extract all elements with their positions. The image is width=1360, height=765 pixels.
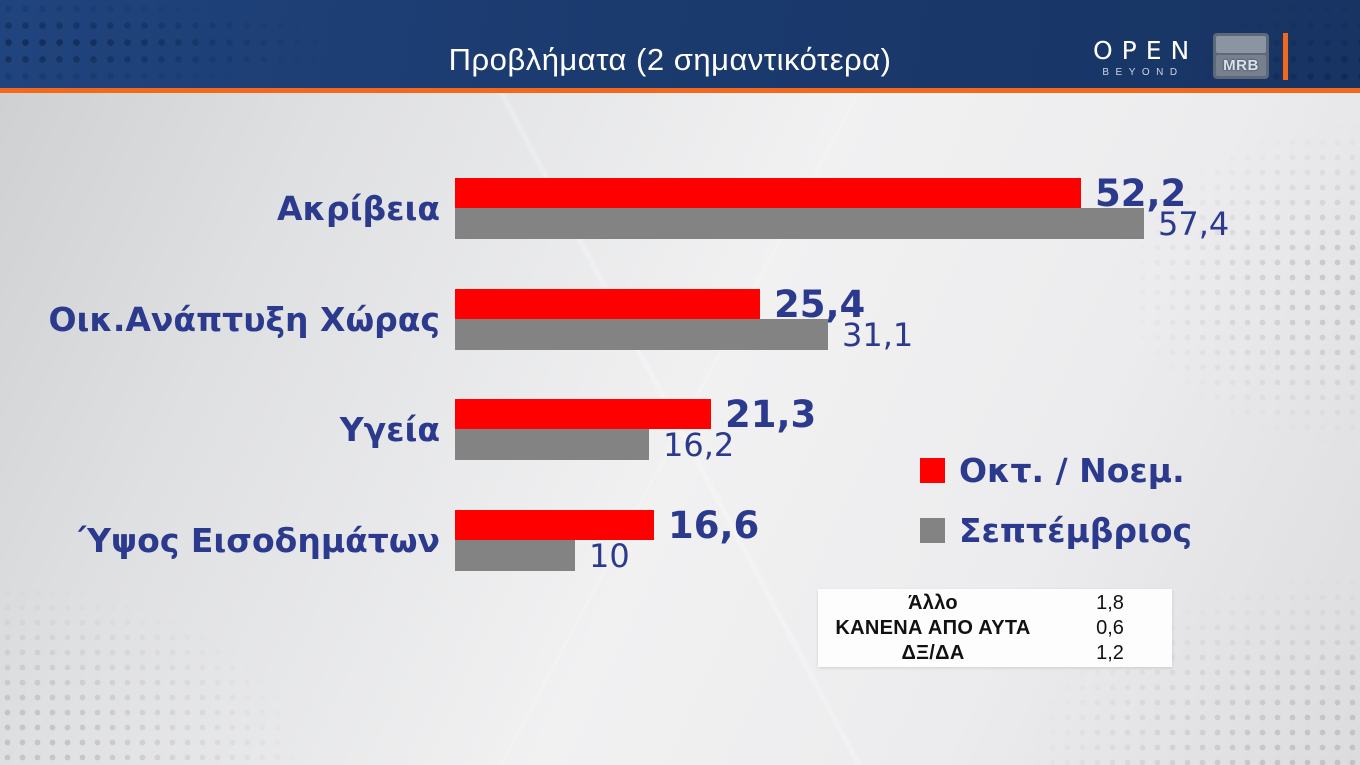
page-title: Προβλήματα (2 σημαντικότερα) — [448, 42, 892, 77]
bar-line-oct-nov: 25,4 — [455, 283, 913, 326]
table-row: ΚΑΝΕΝΑ ΑΠΟ ΑΥΤΑ 0,6 — [818, 616, 1172, 641]
legend-label: Οκτ. / Νοεμ. — [959, 450, 1185, 490]
open-logo-text: OPEN — [1093, 36, 1199, 65]
red-square-icon — [920, 457, 945, 483]
bar-line-september: 31,1 — [455, 316, 913, 354]
legend-item-september: Σεπτέμβριος — [920, 508, 1192, 552]
gray-square-icon — [920, 517, 945, 543]
value-label-oct-nov: 52,2 — [1095, 171, 1187, 215]
bar-september — [455, 429, 649, 460]
bar-group: 52,2 57,4 — [455, 172, 1229, 243]
legend-item-oct-nov: Οκτ. / Νοεμ. — [920, 448, 1192, 492]
value-label-september: 10 — [589, 536, 630, 575]
category-label: Ακρίβεια — [277, 189, 440, 228]
beyond-logo-text: BEYOND — [1102, 67, 1184, 78]
bar-september — [455, 540, 575, 571]
value-label-oct-nov: 16,6 — [668, 503, 760, 547]
value-label-oct-nov: 25,4 — [774, 282, 866, 326]
bar-oct-nov — [455, 178, 1081, 208]
bar-september — [455, 208, 1144, 239]
chart-row-ygeia: Υγεία 21,3 16,2 — [0, 393, 1360, 464]
table-row: ΔΞ/ΔΑ 1,2 — [818, 641, 1172, 666]
legend-label: Σεπτέμβριος — [959, 510, 1193, 550]
table-row-value: 0,6 — [1096, 616, 1124, 639]
table-row: Άλλο 1,8 — [818, 591, 1172, 616]
bar-line-oct-nov: 21,3 — [455, 393, 816, 436]
bar-line-oct-nov: 52,2 — [455, 172, 1229, 215]
bar-group: 21,3 16,2 — [455, 393, 816, 464]
bar-line-oct-nov: 16,6 — [455, 504, 759, 547]
category-label: Οικ.Ανάπτυξη Χώρας — [48, 300, 441, 339]
orange-separator-bar — [1283, 33, 1288, 80]
table-row-label: ΔΞ/ΔΑ — [901, 641, 965, 664]
bar-group: 25,4 31,1 — [455, 283, 913, 354]
bar-oct-nov — [455, 399, 711, 429]
chart-row-eisodimata: Ύψος Εισοδημάτων 16,6 10 — [0, 504, 1360, 575]
mrb-logo-text: MRB — [1223, 57, 1259, 74]
legend: Οκτ. / Νοεμ. Σεπτέμβριος — [920, 448, 1192, 568]
other-answers-table: Άλλο 1,8 ΚΑΝΕΝΑ ΑΠΟ ΑΥΤΑ 0,6 ΔΞ/ΔΑ 1,2 — [818, 589, 1172, 667]
category-label: Ύψος Εισοδημάτων — [78, 521, 440, 560]
mrb-logo-bottom-bar: MRB — [1216, 55, 1266, 76]
chart-row-akriveia: Ακρίβεια 52,2 57,4 — [0, 172, 1360, 243]
bar-line-september: 10 — [455, 537, 759, 575]
mrb-logo-top-bar — [1216, 36, 1266, 53]
bar-oct-nov — [455, 510, 654, 540]
bar-group: 16,6 10 — [455, 504, 759, 575]
bar-oct-nov — [455, 289, 760, 319]
table-row-label: ΚΑΝΕΝΑ ΑΠΟ ΑΥΤΑ — [835, 616, 1031, 639]
chart-row-anaptyxi: Οικ.Ανάπτυξη Χώρας 25,4 31,1 — [0, 283, 1360, 354]
category-label: Υγεία — [339, 410, 440, 449]
bar-september — [455, 319, 828, 350]
table-row-value: 1,2 — [1096, 641, 1124, 664]
value-label-september: 31,1 — [842, 315, 914, 354]
open-beyond-logo: OPEN BEYOND — [1093, 36, 1193, 78]
mrb-logo: MRB — [1213, 33, 1269, 79]
bar-line-september: 57,4 — [455, 205, 1229, 243]
value-label-september: 57,4 — [1158, 204, 1230, 243]
table-row-value: 1,8 — [1096, 591, 1124, 614]
bar-line-september: 16,2 — [455, 426, 816, 464]
value-label-september: 16,2 — [663, 425, 735, 464]
value-label-oct-nov: 21,3 — [725, 392, 817, 436]
header-bar: Προβλήματα (2 σημαντικότερα) OPEN BEYOND… — [0, 0, 1360, 88]
header-halftone-left — [0, 0, 320, 88]
table-row-label: Άλλο — [908, 591, 958, 614]
orange-accent-line — [0, 88, 1360, 93]
bar-chart: Ακρίβεια 52,2 57,4 Οικ.Ανάπτυξη Χώρας 25… — [0, 92, 1360, 765]
